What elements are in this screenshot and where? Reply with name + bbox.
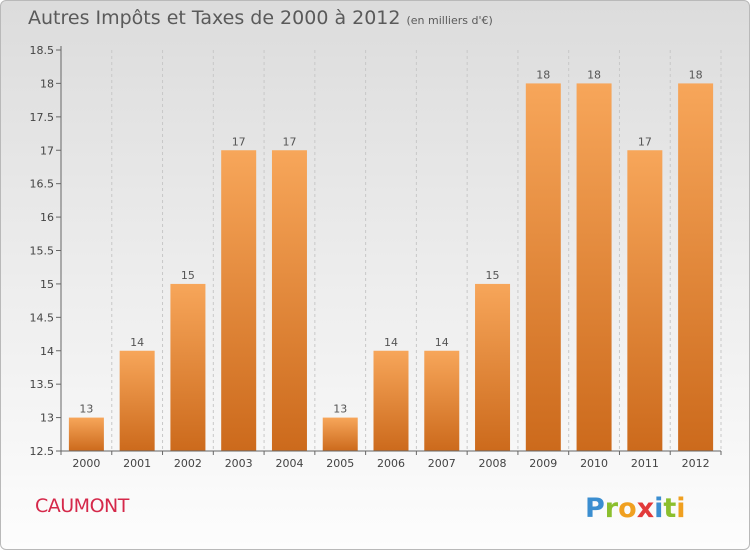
value-label-2008: 15 <box>486 269 500 282</box>
subtitle-text: (en milliers d'€) <box>406 14 493 27</box>
value-label-2007: 14 <box>435 336 449 349</box>
bar-2009 <box>525 83 561 452</box>
x-tick-label-2009: 2009 <box>529 457 557 470</box>
x-tick-label-2004: 2004 <box>275 457 303 470</box>
x-tick-label-2006: 2006 <box>377 457 405 470</box>
bar-2002 <box>170 283 206 451</box>
bar-2008 <box>475 283 511 451</box>
value-label-2012: 18 <box>689 68 703 81</box>
y-tick-label: 12.5 <box>30 445 55 458</box>
commune-name: CAUMONT <box>35 495 129 517</box>
y-tick-label: 17.5 <box>30 111 55 124</box>
value-label-2001: 14 <box>130 336 144 349</box>
proxiti-logo: Proxiti <box>585 493 686 524</box>
x-tick-label-2003: 2003 <box>225 457 253 470</box>
bar-2011 <box>627 150 663 451</box>
value-label-2002: 15 <box>181 269 195 282</box>
grid-lines <box>60 50 722 451</box>
x-tick-label-2002: 2002 <box>174 457 202 470</box>
value-label-2010: 18 <box>587 68 601 81</box>
bar-2001 <box>119 350 155 451</box>
bar-2007 <box>424 350 460 451</box>
bar-2003 <box>221 150 257 451</box>
title-text: Autres Impôts et Taxes de 2000 à 2012 <box>28 7 401 29</box>
y-tick-label: 15.5 <box>30 245 55 258</box>
value-label-2011: 17 <box>638 135 652 148</box>
bar-2010 <box>576 83 612 452</box>
bar-2005 <box>322 417 358 451</box>
value-label-2005: 13 <box>333 403 347 416</box>
x-tick-label-2001: 2001 <box>123 457 151 470</box>
x-tick-label-2011: 2011 <box>631 457 659 470</box>
x-tick-label-2007: 2007 <box>428 457 456 470</box>
value-label-2006: 14 <box>384 336 398 349</box>
y-tick-label: 15 <box>40 278 54 291</box>
y-tick-label: 14 <box>40 345 54 358</box>
value-label-2000: 13 <box>79 403 93 416</box>
value-label-2003: 17 <box>232 135 246 148</box>
x-tick-label-2010: 2010 <box>580 457 608 470</box>
y-tick-label: 13.5 <box>30 378 55 391</box>
value-label-2004: 17 <box>282 135 296 148</box>
y-tick-label: 16.5 <box>30 178 55 191</box>
bar-2006 <box>373 350 409 451</box>
bar-2012 <box>678 83 714 452</box>
y-tick-label: 14.5 <box>30 311 55 324</box>
y-tick-label: 18 <box>40 77 54 90</box>
bars: 13 14 15 17 17 13 14 14 15 18 18 17 18 <box>68 68 714 452</box>
y-tick-label: 17 <box>40 144 54 157</box>
y-tick-label: 13 <box>40 412 54 425</box>
axes: 12.5 13 13.5 14 14.5 15 15.5 16 16.5 17 17.5 18 18.5… <box>30 44 722 470</box>
svg-text:Proxiti: Proxiti <box>585 493 686 524</box>
chart-title: Autres Impôts et Taxes de 2000 à 2012 (en… <box>28 7 493 29</box>
x-tick-label-2005: 2005 <box>326 457 354 470</box>
bar-2004 <box>271 150 307 451</box>
value-label-2009: 18 <box>536 68 550 81</box>
y-tick-label: 16 <box>40 211 54 224</box>
bar-2000 <box>68 417 104 451</box>
x-tick-label-2012: 2012 <box>682 457 710 470</box>
x-tick-label-2000: 2000 <box>72 457 100 470</box>
x-tick-label-2008: 2008 <box>479 457 507 470</box>
y-tick-label: 18.5 <box>30 44 55 57</box>
